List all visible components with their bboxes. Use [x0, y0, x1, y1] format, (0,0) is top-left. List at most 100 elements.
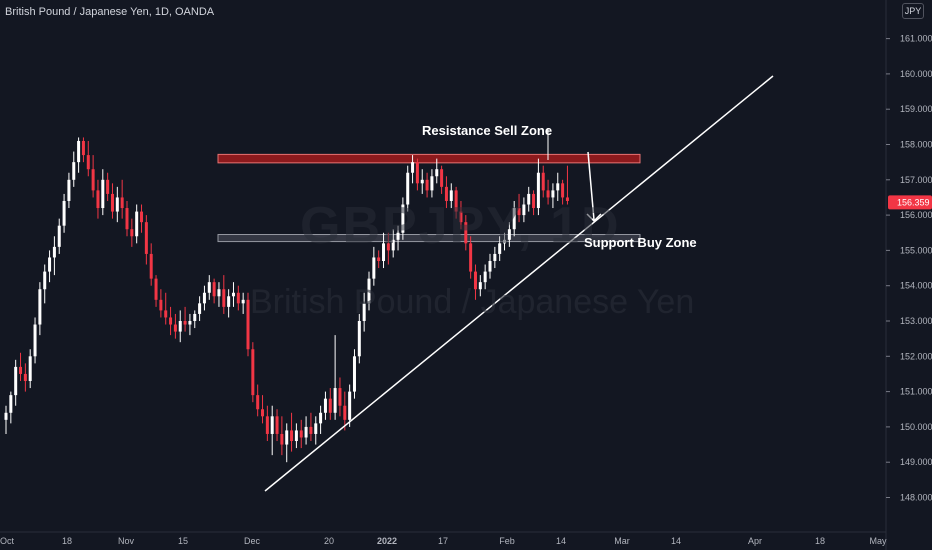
candle-body [275, 416, 279, 434]
candle-body [517, 208, 521, 216]
candle-body [406, 172, 410, 205]
candle-body [357, 321, 361, 357]
support-zone [217, 234, 641, 243]
candle-body [473, 271, 477, 290]
currency-badge[interactable]: JPY [902, 3, 924, 19]
candle-body [420, 179, 424, 184]
price-tick-label: 152.000 [900, 351, 932, 361]
price-tick-label: 156.000 [900, 210, 932, 220]
candle-body [140, 211, 144, 223]
candle-body [91, 169, 95, 191]
price-tick-label: 154.000 [900, 281, 932, 291]
candle-body [546, 190, 550, 198]
candle-body [309, 426, 313, 434]
candle-body [386, 243, 390, 251]
candle-body [556, 183, 560, 191]
candle-body [444, 186, 448, 201]
candle-body [401, 204, 405, 233]
candle-body [449, 190, 453, 201]
candle-body [304, 426, 308, 438]
candle-body [28, 356, 32, 382]
candle-body [382, 243, 386, 261]
candle-body [430, 176, 434, 191]
candle-body [290, 430, 294, 442]
time-tick-label: 20 [324, 536, 334, 546]
candle-body [561, 183, 565, 198]
candle-body [503, 239, 507, 244]
candle-body [81, 140, 85, 156]
price-tick-label: 149.000 [900, 457, 932, 467]
candle-body [86, 155, 90, 170]
candle-body [459, 211, 463, 223]
candle-body [440, 169, 444, 187]
candle-body [396, 232, 400, 240]
price-tick-label: 161.000 [900, 34, 932, 44]
candle-body [173, 324, 177, 332]
candle-body [507, 229, 511, 240]
time-tick-label: 18 [815, 536, 825, 546]
candle-body [198, 303, 202, 314]
time-tick-label: Nov [118, 536, 135, 546]
candle-body [183, 321, 187, 325]
candle-body [212, 282, 216, 297]
candle-body [372, 257, 376, 279]
price-tick-label: 158.000 [900, 140, 932, 150]
time-tick-label: Mar [614, 536, 630, 546]
candle-body [333, 388, 337, 413]
candle-body [164, 310, 168, 318]
candle-body [478, 282, 482, 290]
candle-body [536, 172, 540, 209]
candle-body [135, 211, 139, 237]
candle-body [62, 200, 66, 226]
candle-body [343, 405, 347, 420]
candle-body [110, 193, 114, 212]
candle-body [522, 204, 526, 216]
candle-body [33, 324, 37, 357]
price-tick-label: 159.000 [900, 104, 932, 114]
candle-body [72, 162, 76, 180]
candle-body [454, 190, 458, 212]
trendline [264, 75, 774, 492]
time-tick-label: 2022 [377, 536, 397, 546]
candle-body [178, 321, 182, 332]
candle-body [338, 388, 342, 406]
candle-body [377, 257, 381, 261]
time-tick-label: Apr [748, 536, 762, 546]
price-tick-label: 155.000 [900, 245, 932, 255]
candle-body [48, 257, 52, 272]
candle-body [246, 299, 250, 350]
candle-body [169, 317, 173, 325]
candle-body [493, 253, 497, 261]
candle-body [207, 282, 211, 293]
candle-body [188, 321, 192, 325]
candle-body [149, 253, 153, 279]
candle-body [512, 208, 516, 230]
resistance-label: Resistance Sell Zone [422, 123, 553, 138]
candle-body [532, 193, 536, 209]
time-tick-label: Dec [244, 536, 261, 546]
candle-body [202, 292, 206, 304]
candle-body [251, 349, 255, 396]
candle-body [130, 229, 134, 237]
time-tick-label: 18 [62, 536, 72, 546]
candle-body [261, 409, 265, 417]
time-tick-label: Oct [0, 536, 15, 546]
candle-body [231, 292, 235, 297]
candle-body [265, 416, 269, 434]
candle-body [352, 356, 356, 392]
time-tick-label: 15 [178, 536, 188, 546]
watermark-ticker: GBPJPY, 1D [300, 197, 621, 255]
candle-body [23, 373, 27, 382]
candle-body [415, 162, 419, 184]
time-tick-label: Feb [499, 536, 515, 546]
candle-body [4, 412, 8, 420]
symbol-title[interactable]: British Pound / Japanese Yen, 1D, OANDA [5, 6, 215, 18]
price-tick-label: 148.000 [900, 493, 932, 503]
candle-body [435, 169, 439, 177]
candle-body [236, 292, 240, 304]
candle-body [38, 289, 42, 325]
last-price-tag [888, 195, 932, 210]
candle-body [159, 299, 163, 311]
price-tick-label: 153.000 [900, 316, 932, 326]
